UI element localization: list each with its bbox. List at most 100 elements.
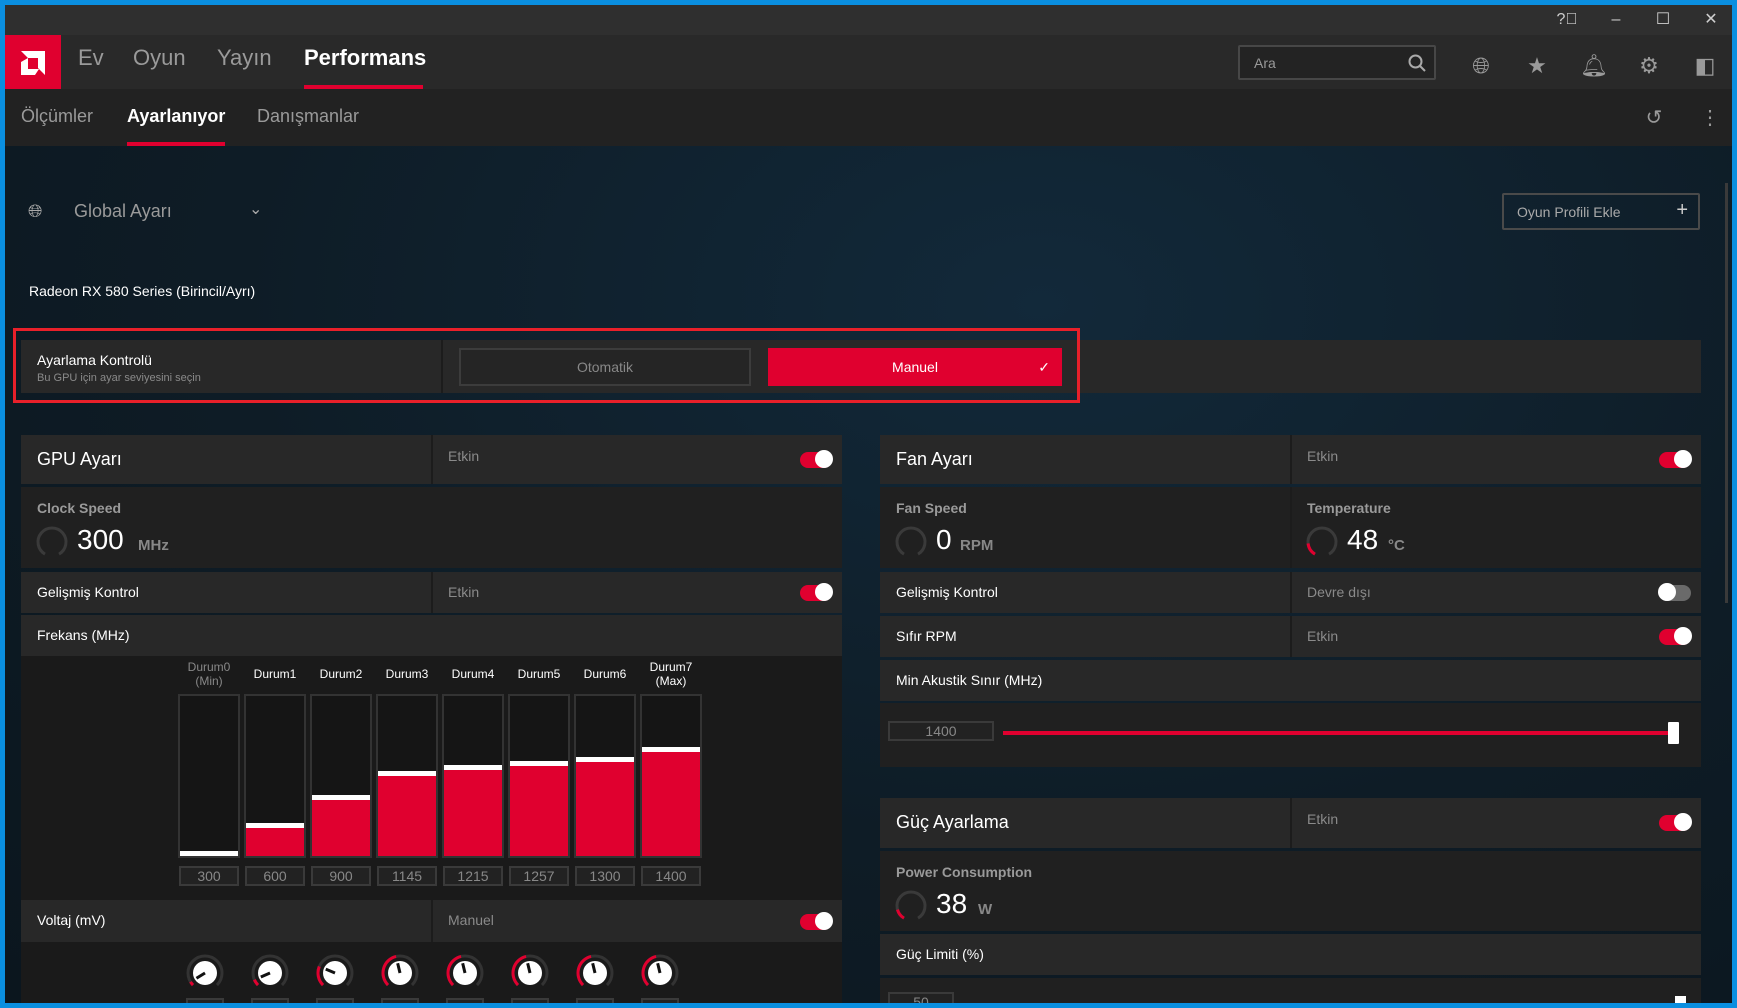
- fan-header: Fan Ayarı Etkin: [880, 435, 1701, 484]
- voltage-status: Manuel: [448, 912, 494, 928]
- voltage-knob[interactable]: [446, 954, 484, 992]
- voltage-value-input[interactable]: [576, 998, 614, 1003]
- voltage-knob[interactable]: [186, 954, 224, 992]
- power-limit-value-input[interactable]: 50: [888, 992, 954, 1003]
- nav-performans[interactable]: Performans: [304, 45, 427, 70]
- frequency-bar[interactable]: [640, 694, 702, 858]
- voltage-value-input[interactable]: [641, 998, 679, 1003]
- globe-icon[interactable]: 🌐︎: [1472, 53, 1490, 78]
- voltage-value-input[interactable]: [511, 998, 549, 1003]
- frequency-label: Frekans (MHz): [37, 627, 130, 643]
- power-tuning-panel: Güç Ayarlama Etkin Power Consumption 38 …: [880, 798, 1701, 1003]
- power-limit-slider-thumb[interactable]: [1675, 996, 1686, 1003]
- add-game-profile-button[interactable]: Oyun Profili Ekle +: [1502, 193, 1700, 230]
- profile-select[interactable]: Global Ayarı: [74, 201, 172, 221]
- help-icon[interactable]: ?⃝: [1556, 11, 1578, 28]
- frequency-bar[interactable]: [244, 694, 306, 858]
- frequency-bar[interactable]: [508, 694, 570, 858]
- frequency-handle[interactable]: [312, 794, 370, 800]
- frequency-handle[interactable]: [444, 764, 502, 770]
- nav-active-indicator: [304, 85, 423, 89]
- search-input[interactable]: Ara: [1238, 45, 1436, 80]
- nav-yayin[interactable]: Yayın: [217, 45, 272, 70]
- frequency-value-input[interactable]: 300: [179, 866, 239, 886]
- frequency-value-input[interactable]: 1400: [641, 866, 701, 886]
- voltage-knob[interactable]: [511, 954, 549, 992]
- state-name: Durum7: [649, 660, 693, 674]
- more-options-icon[interactable]: ⋮: [1700, 107, 1720, 129]
- voltage-value-input[interactable]: [381, 998, 419, 1003]
- frequency-bar[interactable]: [574, 694, 636, 858]
- amd-logo[interactable]: [5, 35, 61, 89]
- voltage-knob[interactable]: [576, 954, 614, 992]
- nav-ev[interactable]: Ev: [78, 45, 104, 70]
- fan-toggle[interactable]: [1659, 450, 1692, 468]
- gpu-advanced-label: Gelişmiş Kontrol: [37, 584, 139, 600]
- state-sub: (Max): [655, 674, 687, 688]
- fan-advanced-toggle[interactable]: [1658, 583, 1691, 601]
- frequency-handle[interactable]: [642, 747, 700, 753]
- voltage-value-input[interactable]: [316, 998, 354, 1003]
- tab-danismanlar[interactable]: Danışmanlar: [257, 106, 360, 126]
- search-icon[interactable]: [1408, 54, 1426, 72]
- frequency-bar[interactable]: [310, 694, 372, 858]
- frequency-bar[interactable]: [178, 694, 240, 858]
- frequency-handle[interactable]: [510, 760, 568, 766]
- zero-rpm-toggle[interactable]: [1659, 627, 1692, 645]
- frequency-handle[interactable]: [576, 756, 634, 762]
- slider-thumb[interactable]: [1668, 722, 1679, 744]
- chevron-down-icon[interactable]: ⌄: [249, 201, 263, 218]
- voltage-knob[interactable]: [251, 954, 289, 992]
- frequency-value-input[interactable]: 1145: [377, 866, 437, 886]
- frequency-value-input[interactable]: 1257: [509, 866, 569, 886]
- gpu-advanced-toggle[interactable]: [800, 583, 833, 601]
- star-icon[interactable]: ★: [1527, 53, 1547, 78]
- otomatik-button[interactable]: Otomatik: [459, 348, 751, 386]
- fan-advanced-row: Gelişmiş Kontrol Devre dışı: [880, 572, 1701, 613]
- frequency-value-input[interactable]: 1215: [443, 866, 503, 886]
- frequency-state-label: Durum4: [440, 667, 506, 681]
- frequency-handle[interactable]: [378, 771, 436, 777]
- tab-ayarlaniyor[interactable]: Ayarlanıyor: [127, 106, 226, 126]
- frequency-value-input[interactable]: 1300: [575, 866, 635, 886]
- frequency-value-input[interactable]: 600: [245, 866, 305, 886]
- voltage-knob[interactable]: [316, 954, 354, 992]
- voltage-knob[interactable]: [381, 954, 419, 992]
- voltage-toggle[interactable]: [800, 912, 833, 930]
- temperature-gauge: [1306, 526, 1338, 556]
- frequency-bar-fill: [378, 776, 436, 856]
- close-icon[interactable]: ✕: [1704, 11, 1718, 28]
- voltage-knob[interactable]: [641, 954, 679, 992]
- frequency-bar[interactable]: [442, 694, 504, 858]
- power-limit-label: Güç Limiti (%): [896, 946, 984, 962]
- power-consumption-label: Power Consumption: [896, 864, 1033, 880]
- voltage-value-input[interactable]: [186, 998, 224, 1003]
- bell-icon[interactable]: 🔔︎: [1580, 53, 1608, 78]
- maximize-icon[interactable]: ☐: [1655, 11, 1671, 28]
- state-name: Durum5: [517, 667, 561, 681]
- min-acoustic-row: Min Akustik Sınır (MHz): [880, 660, 1701, 701]
- min-acoustic-value-input[interactable]: 1400: [888, 721, 994, 741]
- frequency-handle[interactable]: [180, 851, 238, 856]
- frequency-handle[interactable]: [246, 822, 304, 828]
- gear-icon[interactable]: ⚙: [1639, 53, 1659, 78]
- min-acoustic-slider[interactable]: [1003, 722, 1679, 744]
- voltage-value-input[interactable]: [251, 998, 289, 1003]
- tab-olcumler[interactable]: Ölçümler: [21, 106, 94, 126]
- voltage-value-input[interactable]: [446, 998, 484, 1003]
- frequency-bar-fill: [576, 761, 634, 856]
- gpu-toggle[interactable]: [800, 450, 833, 468]
- nav-oyun[interactable]: Oyun: [133, 45, 186, 70]
- frequency-bar[interactable]: [376, 694, 438, 858]
- zero-rpm-row: Sıfır RPM Etkin: [880, 616, 1701, 657]
- reset-icon[interactable]: ↺: [1645, 107, 1663, 129]
- power-toggle[interactable]: [1659, 813, 1692, 831]
- min-acoustic-label: Min Akustik Sınır (MHz): [896, 672, 1043, 688]
- sidebar-icon[interactable]: ◧: [1694, 53, 1716, 78]
- fan-tuning-panel: Fan Ayarı Etkin Fan Speed 0 RPM Temperat…: [880, 435, 1701, 767]
- scrollbar[interactable]: [1725, 183, 1728, 603]
- power-consumption-value: 38: [936, 888, 968, 919]
- manuel-button[interactable]: Manuel ✓: [768, 348, 1062, 386]
- frequency-value-input[interactable]: 900: [311, 866, 371, 886]
- minimize-icon[interactable]: –: [1611, 11, 1621, 28]
